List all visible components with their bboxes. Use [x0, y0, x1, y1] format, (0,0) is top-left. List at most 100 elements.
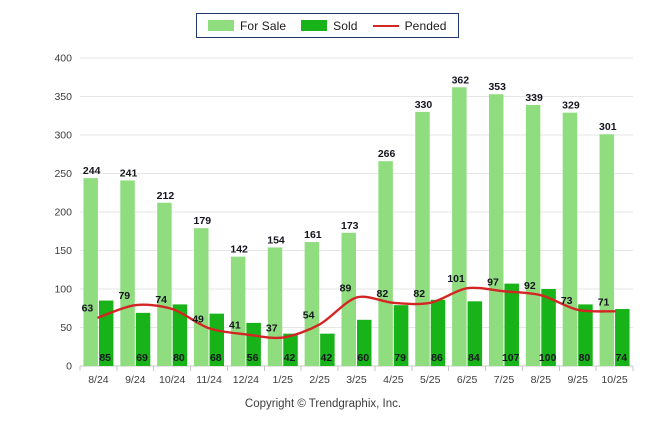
for-sale-bar[interactable] — [120, 180, 135, 366]
sold-value-label: 69 — [136, 352, 148, 364]
sold-bar[interactable] — [246, 322, 261, 366]
sold-value-labels: 85 69 80 68 56 42 42 60 79 86 84 107 100 80 74 — [99, 352, 627, 364]
pended-value-label: 79 — [118, 290, 130, 302]
for-sale-swatch-icon — [208, 20, 234, 31]
for-sale-value-label: 212 — [157, 190, 175, 202]
legend-item-sold[interactable]: Sold — [301, 19, 357, 33]
for-sale-value-label: 353 — [488, 81, 506, 93]
for-sale-bar[interactable] — [525, 104, 541, 366]
x-tick-label: 8/24 — [88, 374, 109, 386]
y-tick-label: 400 — [54, 53, 72, 65]
pended-value-label: 37 — [266, 323, 278, 335]
x-tick-label: 6/25 — [457, 374, 478, 386]
legend-label-sold: Sold — [333, 18, 358, 33]
pended-line-icon — [372, 24, 399, 27]
sold-value-label: 80 — [579, 352, 591, 364]
for-sale-bar[interactable] — [488, 94, 504, 366]
y-tick-label: 200 — [54, 207, 72, 219]
x-tick-label: 8/25 — [531, 374, 552, 386]
x-tick-label: 1/25 — [273, 374, 294, 386]
for-sale-value-label: 154 — [267, 234, 285, 246]
for-sale-value-label: 142 — [230, 244, 248, 256]
sold-bar[interactable] — [504, 283, 519, 366]
x-axis-ticks: 8/24 9/24 10/24 11/24 12/24 1/25 2/25 3/25 4/25 5… — [79, 366, 634, 386]
for-sale-bars — [83, 87, 615, 367]
x-tick-label: 12/24 — [233, 374, 259, 386]
sold-value-label: 100 — [539, 352, 557, 364]
for-sale-value-label: 330 — [415, 99, 433, 111]
sold-bar[interactable] — [541, 289, 556, 366]
pended-value-label: 92 — [524, 280, 536, 292]
sold-bar[interactable] — [135, 312, 151, 366]
for-sale-bar[interactable] — [157, 202, 172, 366]
legend-item-pended[interactable]: Pended — [372, 18, 447, 33]
x-tick-label: 11/24 — [196, 374, 222, 386]
for-sale-bar[interactable] — [415, 111, 430, 367]
legend-label-pended: Pended — [404, 18, 447, 33]
legend-label-for-sale: For Sale — [240, 18, 287, 33]
chart-legend: For Sale Sold Pended — [196, 13, 459, 38]
sold-value-label: 42 — [321, 352, 333, 364]
sold-value-label: 74 — [615, 352, 627, 364]
for-sale-bar[interactable] — [599, 134, 615, 366]
pended-value-label: 49 — [192, 313, 204, 325]
sold-value-label: 84 — [468, 352, 480, 364]
for-sale-bar[interactable] — [562, 112, 578, 366]
sold-bar[interactable] — [172, 304, 188, 366]
for-sale-bar[interactable] — [452, 87, 467, 366]
pended-value-label: 71 — [598, 296, 610, 308]
x-tick-label: 3/25 — [346, 374, 367, 386]
for-sale-value-labels: 244 241 212 179 142 154 161 173 266 330 362 353 339 3… — [83, 74, 617, 255]
y-axis-ticks: 0 50 100 150 200 250 300 350 400 — [54, 53, 72, 373]
sold-bar[interactable] — [467, 301, 483, 366]
for-sale-bar[interactable] — [230, 256, 246, 366]
for-sale-value-label: 173 — [341, 220, 359, 232]
sold-value-label: 107 — [502, 352, 520, 364]
sold-value-label: 42 — [284, 352, 296, 364]
pended-value-label: 97 — [487, 276, 499, 288]
sold-value-label: 86 — [431, 352, 443, 364]
for-sale-value-label: 329 — [562, 100, 580, 112]
pended-value-label: 82 — [413, 288, 425, 300]
for-sale-value-label: 266 — [378, 148, 396, 160]
for-sale-bar[interactable] — [304, 242, 320, 366]
pended-value-labels: 63 79 74 49 41 37 54 89 82 82 101 97 92 73 71 — [82, 273, 610, 334]
sold-value-label: 60 — [357, 352, 369, 364]
for-sale-value-label: 362 — [452, 74, 470, 86]
sold-bar[interactable] — [430, 299, 446, 366]
gridlines — [80, 57, 633, 367]
pended-line — [97, 286, 616, 340]
sold-bar[interactable] — [578, 304, 593, 366]
for-sale-bar[interactable] — [267, 247, 283, 366]
for-sale-value-label: 301 — [599, 121, 617, 133]
pended-value-label: 89 — [340, 282, 352, 294]
sold-bar[interactable] — [209, 313, 225, 366]
sold-bar[interactable] — [615, 309, 630, 366]
x-tick-label: 5/25 — [420, 374, 441, 386]
pended-line-path[interactable] — [97, 286, 616, 340]
pended-value-label: 73 — [561, 295, 573, 307]
y-tick-label: 50 — [60, 322, 72, 334]
x-tick-label: 4/25 — [383, 374, 404, 386]
for-sale-bar[interactable] — [341, 232, 357, 366]
y-tick-label: 100 — [54, 284, 72, 296]
for-sale-value-label: 244 — [83, 165, 101, 177]
y-tick-label: 0 — [66, 361, 72, 373]
sold-bar[interactable] — [393, 305, 409, 366]
pended-value-label: 41 — [229, 319, 241, 331]
pended-value-label: 63 — [82, 302, 94, 314]
legend-item-for-sale[interactable]: For Sale — [208, 19, 286, 33]
sold-bar[interactable] — [320, 333, 335, 366]
for-sale-value-label: 339 — [525, 92, 543, 104]
sold-bar[interactable] — [283, 333, 298, 366]
for-sale-bar[interactable] — [83, 178, 98, 366]
for-sale-value-label: 241 — [120, 167, 138, 179]
sold-bar[interactable] — [357, 319, 372, 366]
sold-value-label: 68 — [210, 352, 222, 364]
for-sale-bar[interactable] — [194, 228, 209, 366]
for-sale-bar[interactable] — [378, 161, 393, 366]
y-tick-label: 350 — [54, 91, 72, 103]
for-sale-value-label: 161 — [304, 229, 322, 241]
